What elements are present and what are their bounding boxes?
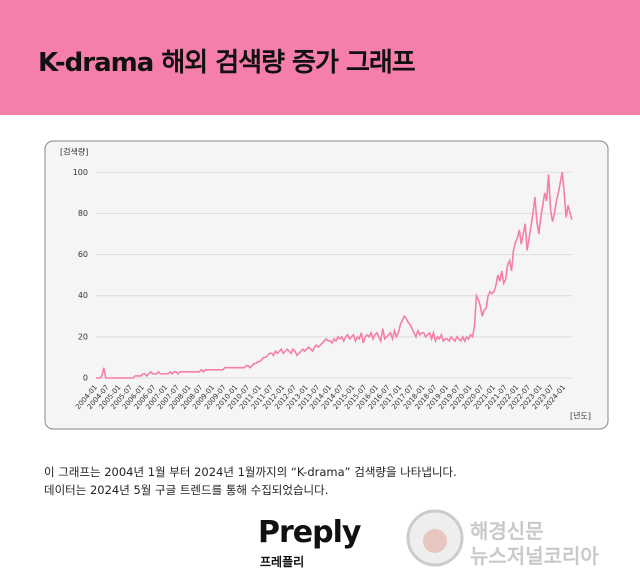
watermark: 해경신문 xyxy=(470,519,544,543)
x-axis-title: [년도] xyxy=(570,411,591,421)
chart: [검색량] [년도] 0204060801002004-012004-07200… xyxy=(44,140,609,430)
watermark: 뉴스저널코리아 xyxy=(470,544,599,568)
y-tick-label: 20 xyxy=(78,332,88,341)
y-tick-label: 0 xyxy=(83,374,88,383)
data-line xyxy=(96,172,573,379)
brand-sub: 프레플리 xyxy=(260,555,305,569)
caption: 데이터는 2024년 5월 구글 트렌드를 통해 수집되었습니다. xyxy=(44,483,329,497)
header: K-drama 해외 검색량 증가 그래프 xyxy=(0,0,640,115)
y-tick-label: 40 xyxy=(78,291,88,300)
y-tick-label: 60 xyxy=(78,250,88,259)
y-tick-label: 80 xyxy=(78,209,88,218)
y-axis-title: [검색량] xyxy=(60,147,88,157)
seal xyxy=(406,509,464,567)
caption: 이 그래프는 2004년 1월 부터 2024년 1월까지의 “K-drama”… xyxy=(44,465,457,479)
page-title: K-drama 해외 검색량 증가 그래프 xyxy=(38,48,416,78)
brand-logo: Preply xyxy=(258,515,361,550)
y-tick-label: 100 xyxy=(73,168,88,177)
